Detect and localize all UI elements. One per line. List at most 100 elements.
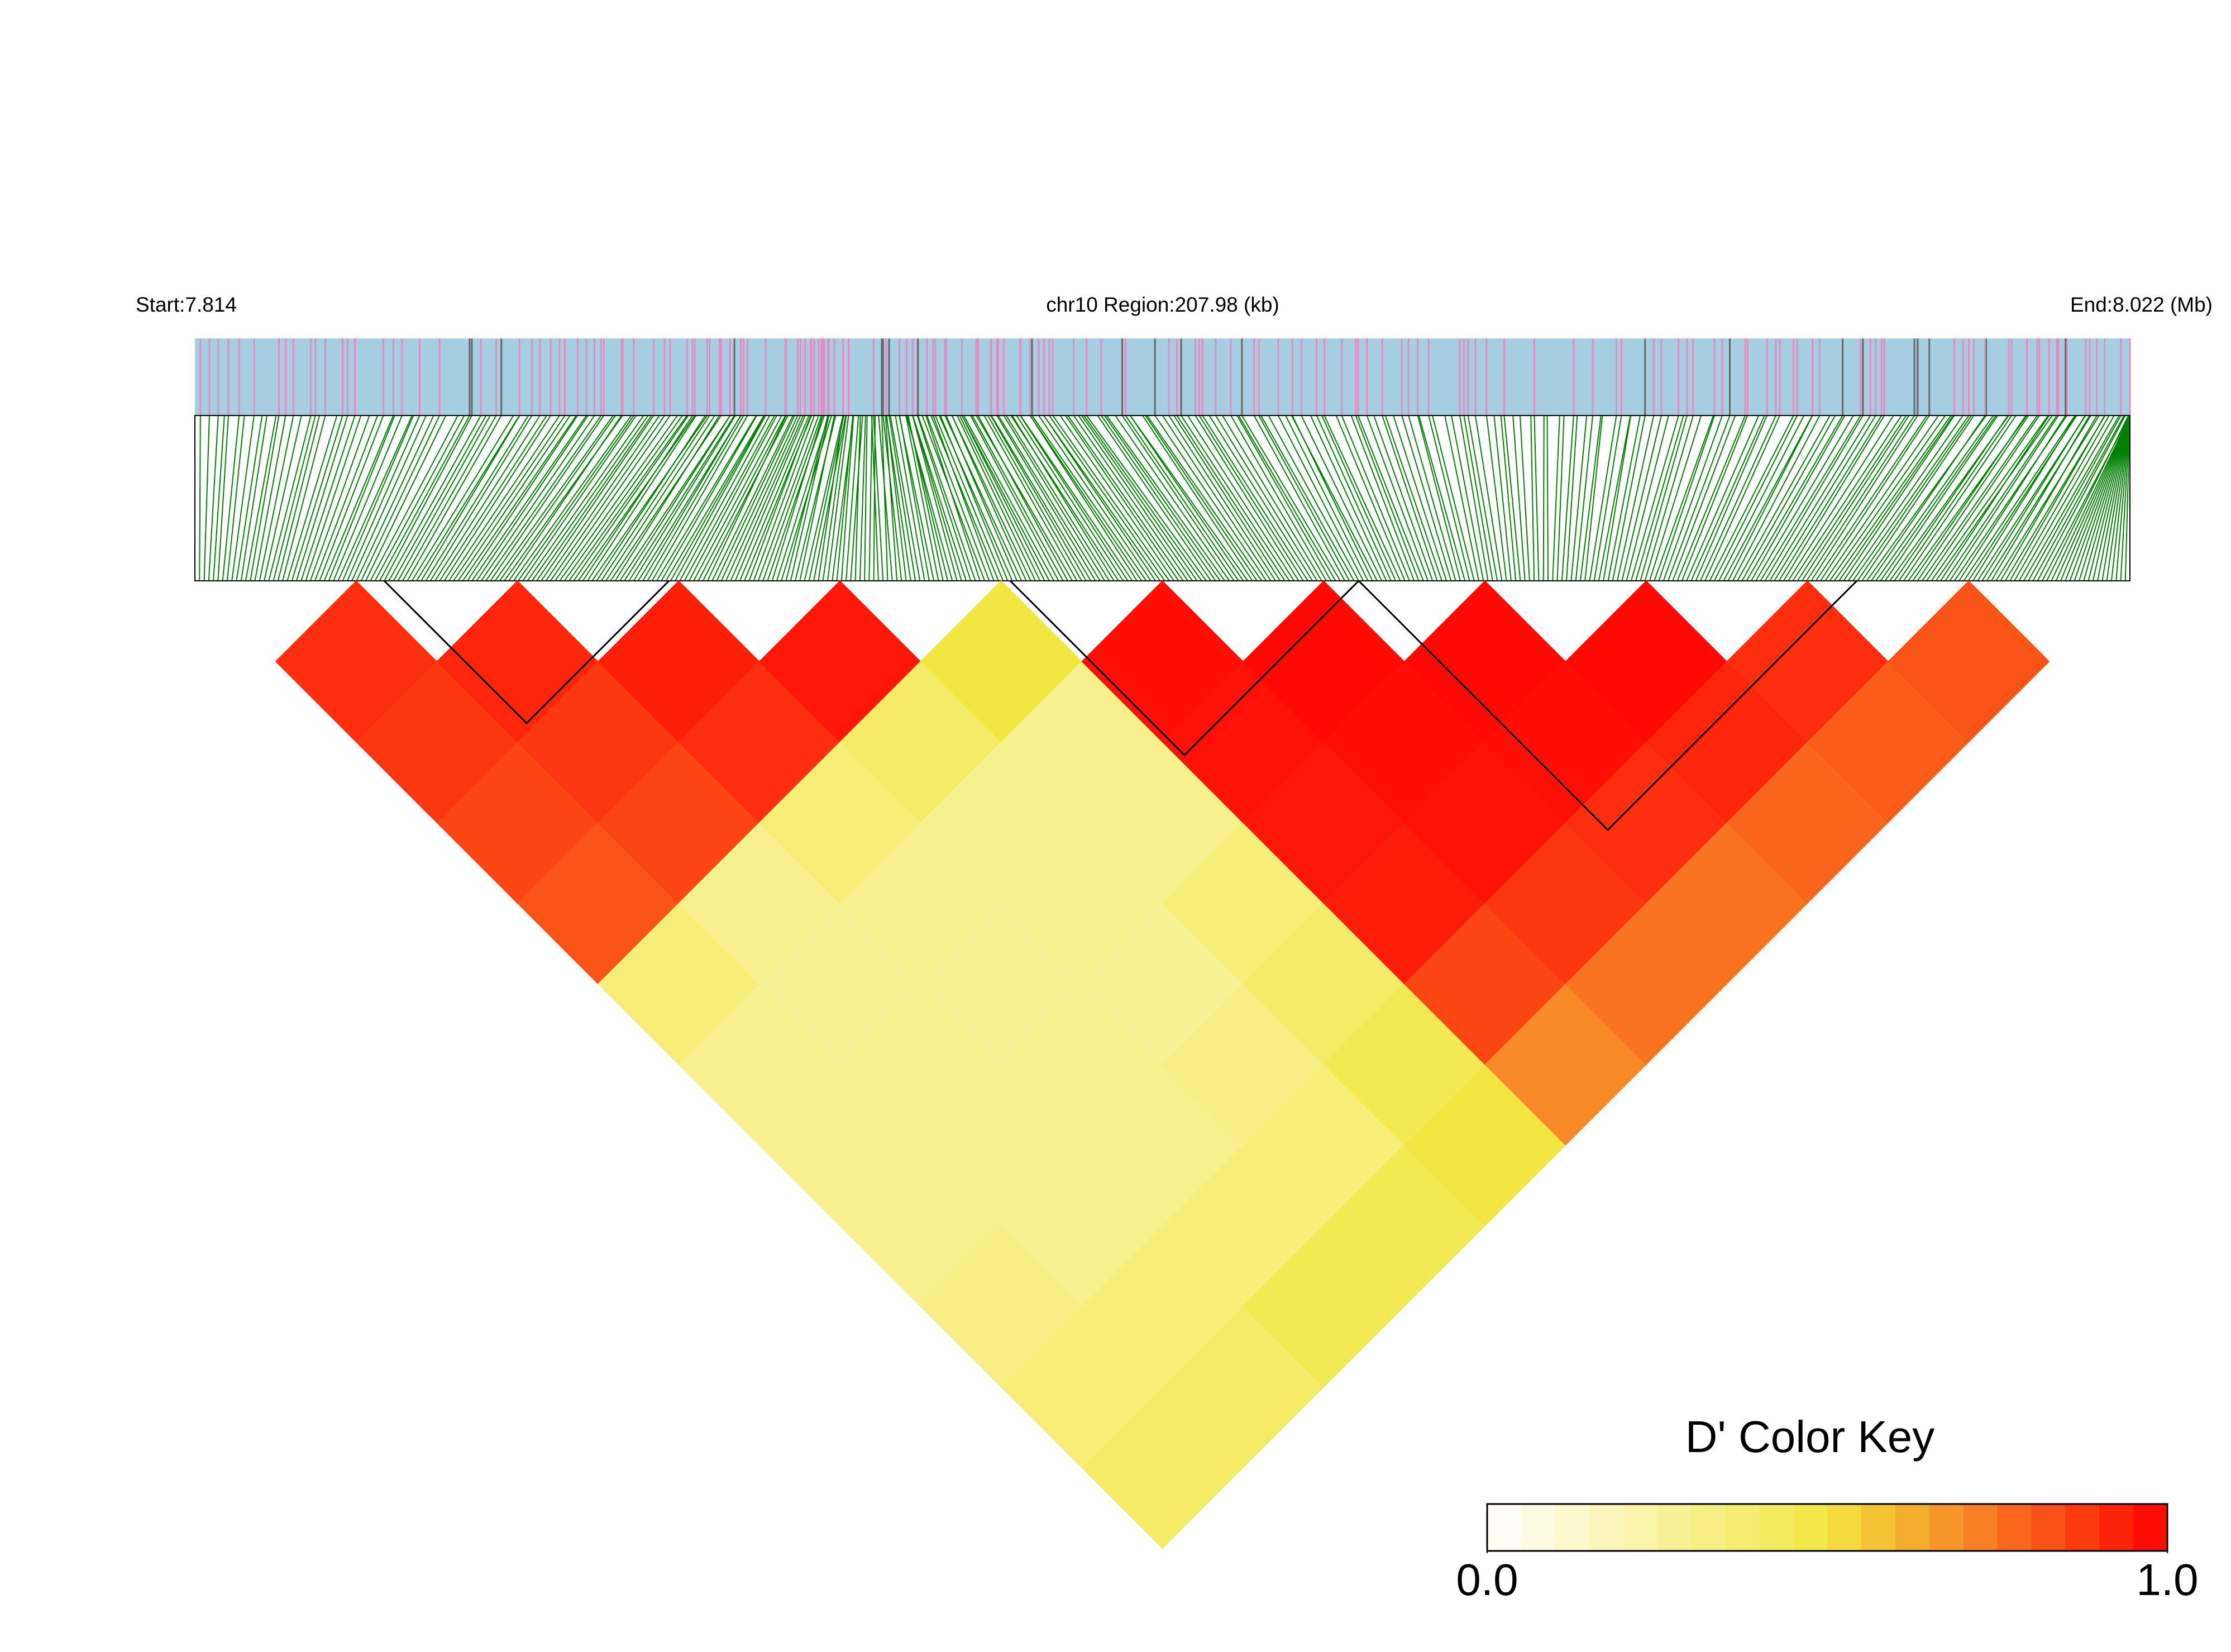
snp-connector [642,415,742,581]
snp-connector [2079,415,2130,581]
snp-connector [531,415,649,581]
snp-connector [951,415,1031,581]
snp-connector [384,415,472,581]
snp-connector [518,415,634,581]
snp-connector [1059,415,1174,581]
snp-connector [1208,415,1313,581]
snp-connector [563,415,683,581]
snp-connector [1316,415,1392,581]
snp-connector [776,415,830,581]
snp-connector [1324,415,1401,581]
snp-connector [1258,415,1350,581]
snp-connector [203,415,210,581]
snp-connector [1681,415,1749,581]
snp-connector [1746,415,1843,581]
snp-connector [868,415,873,581]
block-outline [1358,580,1858,832]
snp-connector [2018,415,2115,581]
snp-connector [434,415,541,581]
snp-connector [1198,415,1304,581]
snp-connector [1760,415,1861,581]
snp-connector [1031,415,1147,581]
snp-connector [730,415,804,581]
snp-connector [1598,415,1631,581]
snp-connector [1048,415,1165,581]
snp-connector [1417,415,1461,581]
snp-connector [961,415,1045,581]
snp-connector [1820,415,1930,581]
snp-connector [670,415,766,581]
snp-connector [2110,415,2130,581]
snp-connector [513,415,632,581]
snp-connector [1792,415,1902,581]
snp-connector [462,415,577,581]
snp-connector [577,415,695,581]
snp-connector [1861,415,1975,581]
colorbar-step [2031,1504,2066,1551]
snp-connector [961,415,1050,581]
snp-connector [1764,415,1864,581]
snp-connector [1875,415,1994,581]
snp-connector [1181,415,1290,581]
snp-connector [711,415,794,581]
snp-connector [1125,415,1239,581]
snp-connector [881,415,888,581]
snp-connector [997,415,1101,581]
snp-connector [878,415,893,581]
snp-connector [859,415,866,581]
snp-connector [199,415,201,581]
snp-connector [610,415,722,581]
snp-connector [990,415,1087,581]
snp-connector [1401,415,1452,581]
colorbar-title: D' Color Key [1685,1412,1935,1462]
snp-connector [716,415,795,581]
snp-connector [734,415,806,581]
snp-connector [959,415,1041,581]
snp-connector [1241,415,1341,581]
snp-connector [2046,415,2129,581]
snp-connector [1676,415,1746,581]
snp-connector [1310,415,1387,581]
snp-connector [250,415,280,581]
snp-connector [1268,415,1359,581]
snp-connector [624,415,731,581]
colorbar-step [1997,1504,2032,1551]
snp-connector [1173,415,1281,581]
snp-connector [2037,415,2126,581]
snp-connector [1467,415,1498,581]
snp-connector [1751,415,1846,581]
snp-connector [1991,415,2090,581]
snp-connector [471,415,587,581]
snp-connector [1154,415,1267,581]
snp-connector [1065,415,1179,581]
snp-connector [1880,415,1996,581]
snp-connector [1067,415,1184,581]
snp-connector [2074,415,2130,581]
snp-connector [2115,415,2130,581]
snp-connector [921,415,986,581]
snp-connector [1101,415,1216,581]
snp-connector [628,415,735,581]
snp-connector [236,415,263,581]
snp-connector [1824,415,1939,581]
snp-connector [1384,415,1442,581]
snp-connector [799,415,835,581]
snp-connector [1215,415,1318,581]
snp-connector [2120,415,2130,581]
snp-connector [2060,415,2130,581]
snp-connector [1121,415,1235,581]
snp-connector [1662,415,1723,581]
snp-connector [991,415,1092,581]
snp-connector [407,415,502,581]
snp-connector [614,415,720,581]
snp-connector [259,415,294,581]
snp-connector [282,415,326,581]
snp-connector [1291,415,1378,581]
snp-connector [1843,415,1955,581]
snp-connector [739,415,810,581]
snp-connector [2000,415,2098,581]
snp-connector [541,415,655,581]
snp-connector [688,415,777,581]
snp-connector [912,415,958,581]
